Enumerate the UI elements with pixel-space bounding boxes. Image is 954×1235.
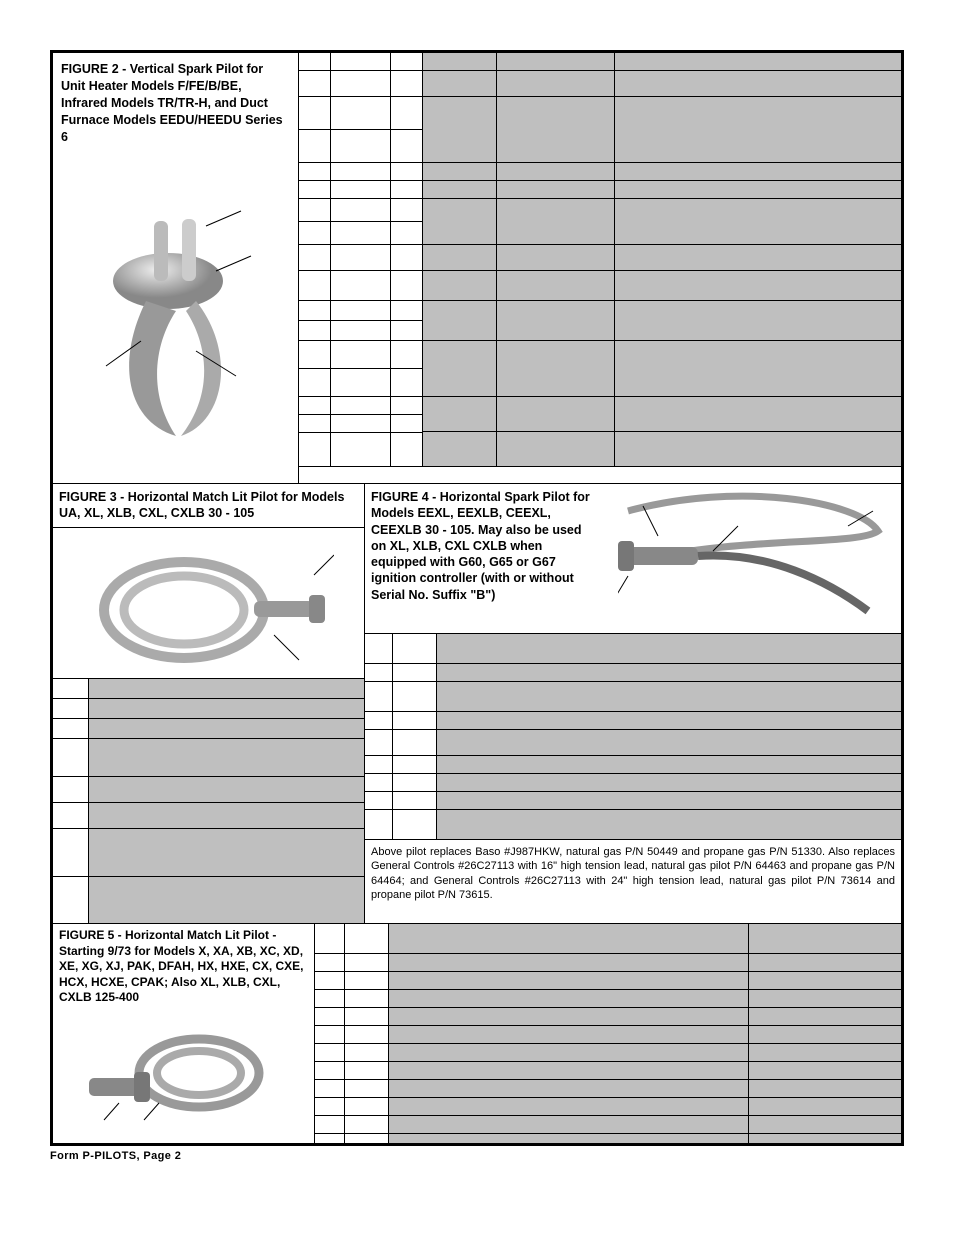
- figure-5-caption: FIGURE 5 - Horizontal Match Lit Pilot - …: [53, 924, 314, 1008]
- table-row: [315, 1062, 901, 1080]
- table-row: [299, 245, 901, 271]
- table-row: [299, 341, 901, 397]
- table-row: [365, 712, 901, 730]
- figure-5-image: [53, 1008, 314, 1143]
- table-row: [53, 877, 364, 923]
- figure-2-row: FIGURE 2 - Vertical Spark Pilot for Unit…: [53, 53, 901, 483]
- figure-3-caption: FIGURE 3 - Horizontal Match Lit Pilot fo…: [53, 484, 364, 528]
- table-row: [53, 739, 364, 778]
- table-row: [53, 829, 364, 876]
- table-row: [299, 71, 901, 97]
- table-row: [53, 679, 364, 699]
- table-row: [315, 924, 901, 954]
- table-row: [365, 774, 901, 792]
- table-row: [299, 53, 901, 71]
- table-row: [365, 792, 901, 810]
- figure-2-caption: FIGURE 2 - Vertical Spark Pilot for Unit…: [53, 53, 298, 149]
- table-row: [365, 730, 901, 756]
- figure-3-4-row: FIGURE 3 - Horizontal Match Lit Pilot fo…: [53, 483, 901, 923]
- table-row: [299, 199, 901, 245]
- table-row: [53, 699, 364, 719]
- table-row: [365, 756, 901, 774]
- figure-5-table: [315, 924, 901, 1143]
- page-border: FIGURE 2 - Vertical Spark Pilot for Unit…: [50, 50, 904, 1146]
- table-row: [315, 954, 901, 972]
- pilot-vertical-icon: [86, 191, 266, 441]
- table-row: [299, 181, 901, 199]
- pilot-horizontal-match-2-icon: [89, 1028, 279, 1123]
- table-row: [53, 719, 364, 739]
- figure-5-left: FIGURE 5 - Horizontal Match Lit Pilot - …: [53, 924, 315, 1143]
- table-row: [299, 97, 901, 163]
- figure-3: FIGURE 3 - Horizontal Match Lit Pilot fo…: [53, 484, 365, 923]
- figure-5-row: FIGURE 5 - Horizontal Match Lit Pilot - …: [53, 923, 901, 1143]
- table-row: [53, 777, 364, 803]
- table-row: [365, 682, 901, 712]
- figure-4: FIGURE 4 - Horizontal Spark Pilot for Mo…: [365, 484, 901, 923]
- table-row: [315, 972, 901, 990]
- table-row: [315, 1080, 901, 1098]
- table-row: [315, 1008, 901, 1026]
- table-row: [365, 634, 901, 664]
- pilot-horizontal-spark-icon: [618, 491, 888, 626]
- figure-2-table: [299, 53, 901, 483]
- table-row: [315, 990, 901, 1008]
- page-footer: Form P-PILOTS, Page 2: [50, 1150, 904, 1162]
- table-row: [53, 803, 364, 829]
- table-row: [299, 397, 901, 467]
- table-row: [365, 810, 901, 840]
- figure-3-table: [53, 678, 364, 924]
- figure-4-note: Above pilot replaces Baso #J987HKW, natu…: [365, 840, 901, 908]
- figure-2-image: [53, 149, 298, 483]
- figure-4-table: [365, 634, 901, 840]
- table-row: [315, 1134, 901, 1143]
- pilot-horizontal-match-icon: [84, 535, 334, 670]
- figure-4-top: FIGURE 4 - Horizontal Spark Pilot for Mo…: [365, 484, 901, 634]
- table-row: [299, 163, 901, 181]
- figure-4-image: [605, 484, 901, 633]
- table-row: [315, 1116, 901, 1134]
- table-row: [299, 301, 901, 341]
- table-row: [299, 271, 901, 301]
- figure-3-image: [53, 528, 364, 678]
- table-row: [315, 1098, 901, 1116]
- table-row: [315, 1044, 901, 1062]
- figure-4-caption: FIGURE 4 - Horizontal Spark Pilot for Mo…: [365, 484, 605, 633]
- table-row: [365, 664, 901, 682]
- figure-2-left: FIGURE 2 - Vertical Spark Pilot for Unit…: [53, 53, 299, 483]
- table-row: [315, 1026, 901, 1044]
